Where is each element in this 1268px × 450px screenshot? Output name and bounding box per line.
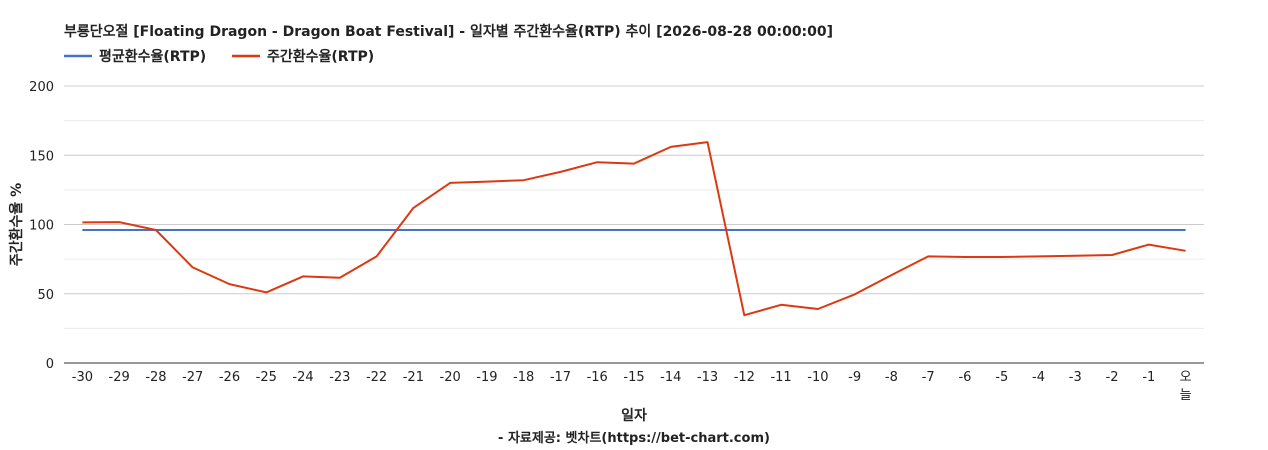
x-axis-title: 일자 [621,408,647,424]
x-tick-label: -18 [513,370,534,385]
x-tick-label: -13 [697,370,718,385]
series-line-weekly [82,141,1186,317]
x-tick-label: -22 [366,370,387,385]
y-tick-label: 0 [46,357,54,372]
chart-title: 부룡단오절 [Floating Dragon - Dragon Boat Fes… [64,23,833,40]
x-tick-label: -4 [1032,370,1045,385]
x-tick-label: -7 [922,370,935,385]
x-tick-label: -9 [848,370,861,385]
x-tick-label: -19 [476,370,497,385]
x-tick-label: -5 [995,370,1008,385]
x-tick-label: -2 [1106,370,1119,385]
x-tick-label: -23 [329,370,350,385]
x-tick-label: -17 [550,370,571,385]
x-tick-label: -27 [182,370,203,385]
y-tick-label: 50 [37,288,54,303]
x-tick-label: -16 [587,370,608,385]
x-tick-label: -28 [145,370,166,385]
legend-label-average: 평균환수율(RTP) [99,48,206,65]
x-tick-label: -10 [807,370,828,385]
x-tick-label: -6 [958,370,971,385]
x-tick-label: -25 [256,370,277,385]
y-tick-label: 100 [29,219,54,234]
x-tick-label: -11 [770,370,791,385]
y-tick-label: 150 [29,149,54,164]
y-axis-title: 주간환수율 % [8,183,25,266]
x-tick-label: -20 [440,370,461,385]
x-tick-label: -15 [623,370,644,385]
gridlines [64,85,1204,329]
x-tick-label: -21 [403,370,424,385]
x-tick-label: -24 [292,370,313,385]
x-tick-label: -3 [1069,370,1082,385]
source-credit: - 자료제공: 벳차트(https://bet-chart.com) [498,430,770,446]
y-tick-label: 200 [29,80,54,95]
legend-label-weekly: 주간환수율(RTP) [267,48,374,65]
y-axis-ticks: 0 50 100 150 200 [29,80,54,372]
x-tick-label: -1 [1142,370,1155,385]
legend: 평균환수율(RTP) 주간환수율(RTP) [64,48,374,65]
x-tick-label: -26 [219,370,240,385]
x-axis-ticks: -30 -29 -28 -27 -26 -25 -24 -23 -22 -21 -20 -19 -18 -… [72,370,1192,403]
x-tick-label: -30 [72,370,93,385]
series-lines [82,141,1186,317]
x-tick-label: -12 [734,370,755,385]
x-tick-label: -29 [109,370,130,385]
x-tick-label: -14 [660,370,681,385]
x-tick-label: -8 [885,370,898,385]
